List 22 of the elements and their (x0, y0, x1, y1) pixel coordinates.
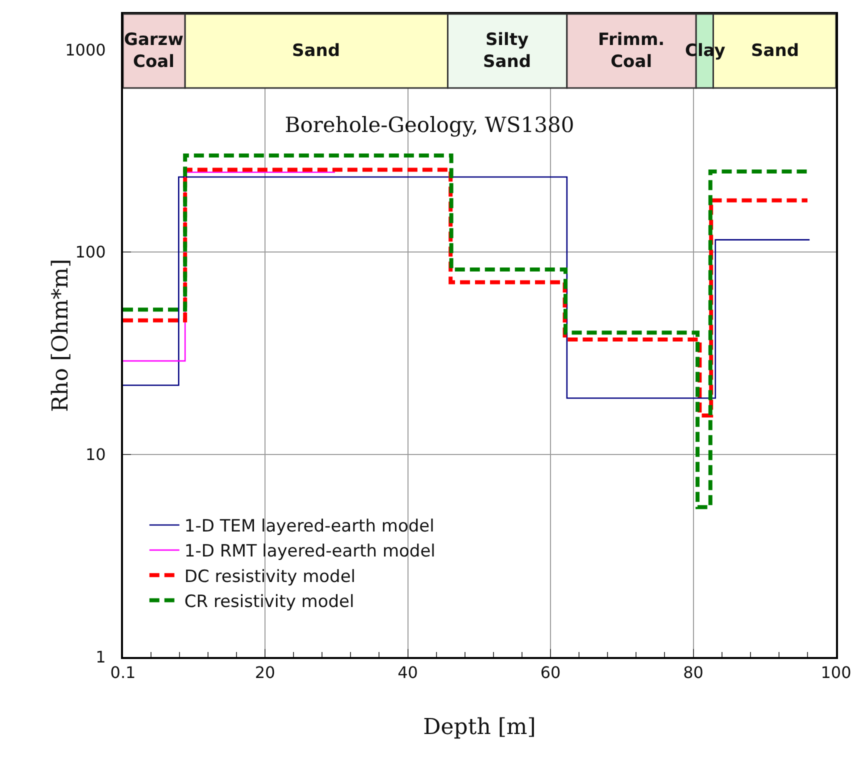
y-tick-label: 1 (96, 648, 106, 667)
x-tick-label: 60 (540, 663, 561, 682)
legend-label: 1-D RMT layered-earth model (184, 542, 436, 562)
y-tick-label: 10 (85, 445, 106, 464)
x-axis-title: Depth [m] (423, 715, 536, 740)
band-label: Garzw Coal (124, 30, 184, 72)
legend-label: 1-D TEM layered-earth model (184, 516, 434, 537)
x-tick-label: 40 (398, 663, 418, 682)
text: Borehole-Geology, WS1380 (284, 113, 574, 138)
band-label: Frimm. Coal (598, 30, 665, 72)
y-axis-title: Rho [Ohm*m] (48, 258, 74, 412)
x-tick-label: 80 (683, 663, 704, 682)
x-tick-label: 20 (254, 663, 276, 682)
band-label: Sand (751, 41, 799, 61)
legend-label: DC resistivity model (184, 566, 356, 587)
y-tick-label: 1000 (65, 40, 106, 60)
band-label: Sand (292, 41, 340, 61)
x-tick-label: 100 (820, 663, 852, 682)
band-label: Silty Sand (483, 30, 531, 72)
x-tick-label: 0.1 (110, 663, 136, 682)
legend-label: CR resistivity model (184, 592, 354, 612)
y-tick-label: 100 (75, 242, 106, 262)
